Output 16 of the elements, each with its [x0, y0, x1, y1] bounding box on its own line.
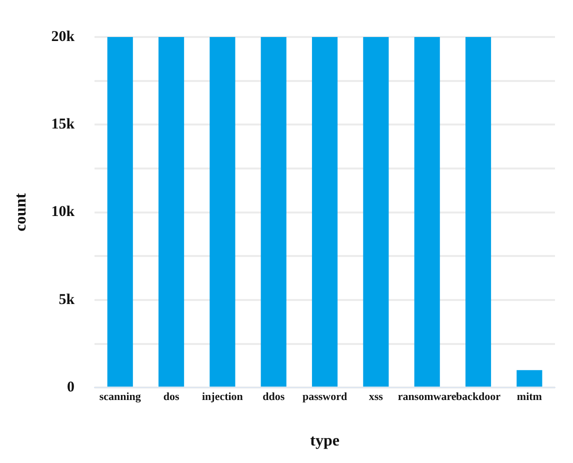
y-tick-label: 5k [58, 292, 76, 308]
x-tick-label: ransomware [398, 391, 456, 404]
y-tick-label: 10k [51, 204, 76, 220]
y-tick-label: 15k [51, 116, 76, 133]
y-tick-label: 20k [51, 28, 76, 45]
y-tick-label: 0 [67, 379, 75, 396]
x-tick-label: dos [163, 391, 180, 404]
x-tick-label: mitm [516, 391, 542, 404]
x-tick-label: scanning [99, 391, 142, 404]
x-tick-label: backdoor [456, 391, 501, 404]
x-tick-label: ddos [262, 391, 286, 404]
x-tick-label: xss [368, 391, 384, 404]
x-axis-title: type [310, 432, 340, 450]
x-tick-label: password [302, 391, 348, 404]
y-axis-title: count [12, 192, 30, 232]
x-tick-label: injection [202, 391, 243, 404]
